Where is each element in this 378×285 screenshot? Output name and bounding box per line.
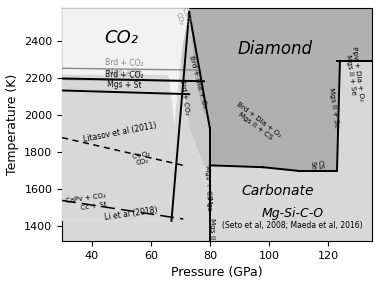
Text: Diamond: Diamond — [237, 40, 312, 58]
Text: CaPv + CO₂: CaPv + CO₂ — [65, 192, 106, 203]
Text: Li et al (2018): Li et al (2018) — [104, 206, 158, 222]
Polygon shape — [179, 8, 210, 165]
Text: C+O₂
CO₂: C+O₂ CO₂ — [132, 150, 152, 166]
Text: CS
Se: CS Se — [309, 160, 323, 171]
Polygon shape — [62, 8, 372, 241]
Text: Carbonate: Carbonate — [242, 184, 314, 198]
Polygon shape — [189, 8, 372, 171]
X-axis label: Pressure (GPa): Pressure (GPa) — [172, 266, 263, 280]
Text: Mgs + CS: Mgs + CS — [204, 164, 212, 200]
Text: Brd + CO₂: Brd + CO₂ — [179, 78, 190, 115]
Text: Brd + CO₂
Mgs + St: Brd + CO₂ Mgs + St — [105, 70, 144, 90]
Text: Ppv + Dia + O₂
Mgs II + Se: Ppv + Dia + O₂ Mgs II + Se — [344, 47, 365, 103]
Y-axis label: Temperature (K): Temperature (K) — [6, 74, 19, 175]
Text: CO₂: CO₂ — [104, 29, 138, 47]
Text: Litasov et al (2011): Litasov et al (2011) — [83, 121, 158, 144]
Text: Mgs: Mgs — [205, 197, 211, 211]
Text: Brd + Dia + O₂: Brd + Dia + O₂ — [188, 55, 208, 109]
Text: Mgs II: Mgs II — [209, 218, 215, 239]
Text: Mg-Si-C-O: Mg-Si-C-O — [262, 207, 324, 220]
Text: Brd + Dia + O₂
Mgs II + CS: Brd + Dia + O₂ Mgs II + CS — [232, 101, 283, 144]
Polygon shape — [62, 75, 174, 221]
Text: Mgs II + Se: Mgs II + Se — [328, 87, 340, 129]
Text: Brd + CO₂
Mgs + St: Brd + CO₂ Mgs + St — [105, 58, 144, 78]
Polygon shape — [62, 8, 189, 221]
Text: (Seto et al, 2008; Maeda et al, 2016): (Seto et al, 2008; Maeda et al, 2016) — [222, 221, 363, 230]
Text: C+O₂
CO₂: C+O₂ CO₂ — [174, 6, 192, 29]
Text: Cc + St: Cc + St — [80, 201, 107, 211]
